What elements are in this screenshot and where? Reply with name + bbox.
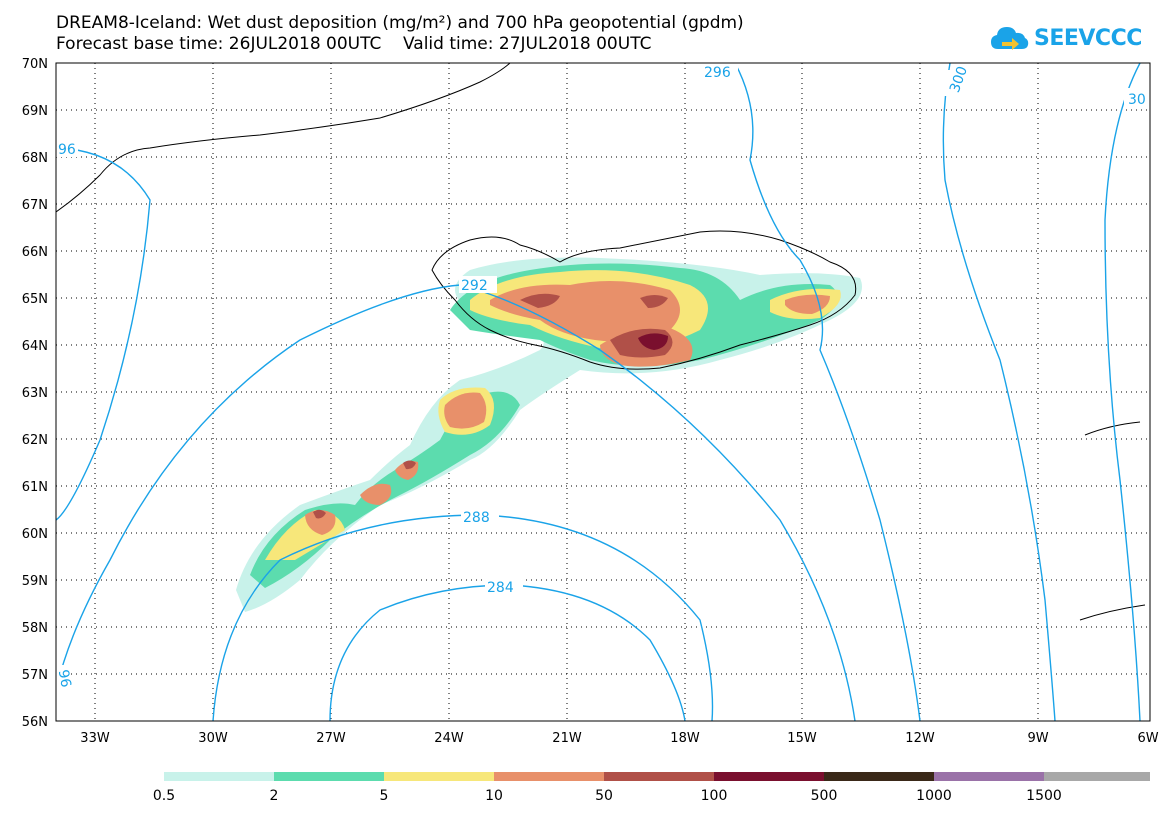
- legend-swatch: [494, 772, 604, 781]
- lat-label: 57N: [22, 668, 48, 683]
- lat-label: 70N: [22, 57, 48, 72]
- legend-label: 0.5: [153, 788, 175, 804]
- contour-label: 30: [1128, 92, 1146, 108]
- legend-colorbar: [164, 772, 1150, 781]
- lon-label: 18W: [670, 731, 700, 746]
- legend-swatch: [934, 772, 1044, 781]
- lon-label: 24W: [434, 731, 464, 746]
- contour-label: 288: [463, 510, 490, 526]
- map-title-line2: Forecast base time: 26JUL2018 00UTC Vali…: [56, 34, 652, 54]
- lat-label: 59N: [22, 574, 48, 589]
- legend-label: 1000: [916, 788, 952, 804]
- plot-area: 296 300 30 96 292 288 284 96: [55, 63, 1150, 721]
- dust-deposition-shading: [236, 257, 862, 612]
- lon-label: 30W: [198, 731, 228, 746]
- cloud-arrow-icon: [991, 27, 1029, 50]
- latitude-axis: 70N 69N 68N 67N 66N 65N 64N 63N 62N 61N …: [22, 57, 48, 730]
- legend-swatch: [824, 772, 934, 781]
- legend-label: 500: [811, 788, 838, 804]
- legend-labels: 0.5 2 5 10 50 100 500 1000 1500: [153, 788, 1062, 804]
- legend-swatch: [384, 772, 494, 781]
- legend-label: 10: [485, 788, 503, 804]
- coastlines: [56, 63, 1146, 621]
- legend-swatch: [714, 772, 824, 781]
- lat-label: 62N: [22, 433, 48, 448]
- contour-label: 284: [487, 580, 514, 596]
- legend-label: 5: [380, 788, 389, 804]
- lat-label: 67N: [22, 198, 48, 213]
- lat-label: 63N: [22, 386, 48, 401]
- map-title-line1: DREAM8-Iceland: Wet dust deposition (mg/…: [56, 13, 744, 33]
- lat-label: 64N: [22, 339, 48, 354]
- legend-swatch: [274, 772, 384, 781]
- lon-label: 6W: [1137, 731, 1158, 746]
- logo-text: SEEVCCC: [1034, 25, 1142, 51]
- lon-label: 12W: [905, 731, 935, 746]
- lat-label: 65N: [22, 292, 48, 307]
- legend-swatch: [164, 772, 274, 781]
- lat-label: 66N: [22, 245, 48, 260]
- contour-label: 96: [55, 668, 74, 688]
- legend-label: 2: [270, 788, 279, 804]
- lat-label: 60N: [22, 527, 48, 542]
- lat-label: 61N: [22, 480, 48, 495]
- plot-frame: [55, 62, 1151, 722]
- lon-label: 15W: [787, 731, 817, 746]
- lon-label: 33W: [80, 731, 110, 746]
- lat-label: 69N: [22, 104, 48, 119]
- lat-label: 58N: [22, 621, 48, 636]
- contour-label: 96: [58, 142, 76, 158]
- legend-swatch: [1044, 772, 1150, 781]
- lon-label: 9W: [1027, 731, 1048, 746]
- legend-label: 50: [595, 788, 613, 804]
- legend-label: 1500: [1026, 788, 1062, 804]
- contour-label: 296: [704, 65, 731, 81]
- legend-swatch: [604, 772, 714, 781]
- longitude-axis: 33W 30W 27W 24W 21W 18W 15W 12W 9W 6W: [80, 731, 1158, 746]
- contour-label: 292: [461, 278, 488, 294]
- seevccc-logo: SEEVCCC: [990, 20, 1142, 56]
- legend-label: 100: [701, 788, 728, 804]
- lat-label: 56N: [22, 715, 48, 730]
- lon-label: 21W: [552, 731, 582, 746]
- lon-label: 27W: [316, 731, 346, 746]
- lat-label: 68N: [22, 151, 48, 166]
